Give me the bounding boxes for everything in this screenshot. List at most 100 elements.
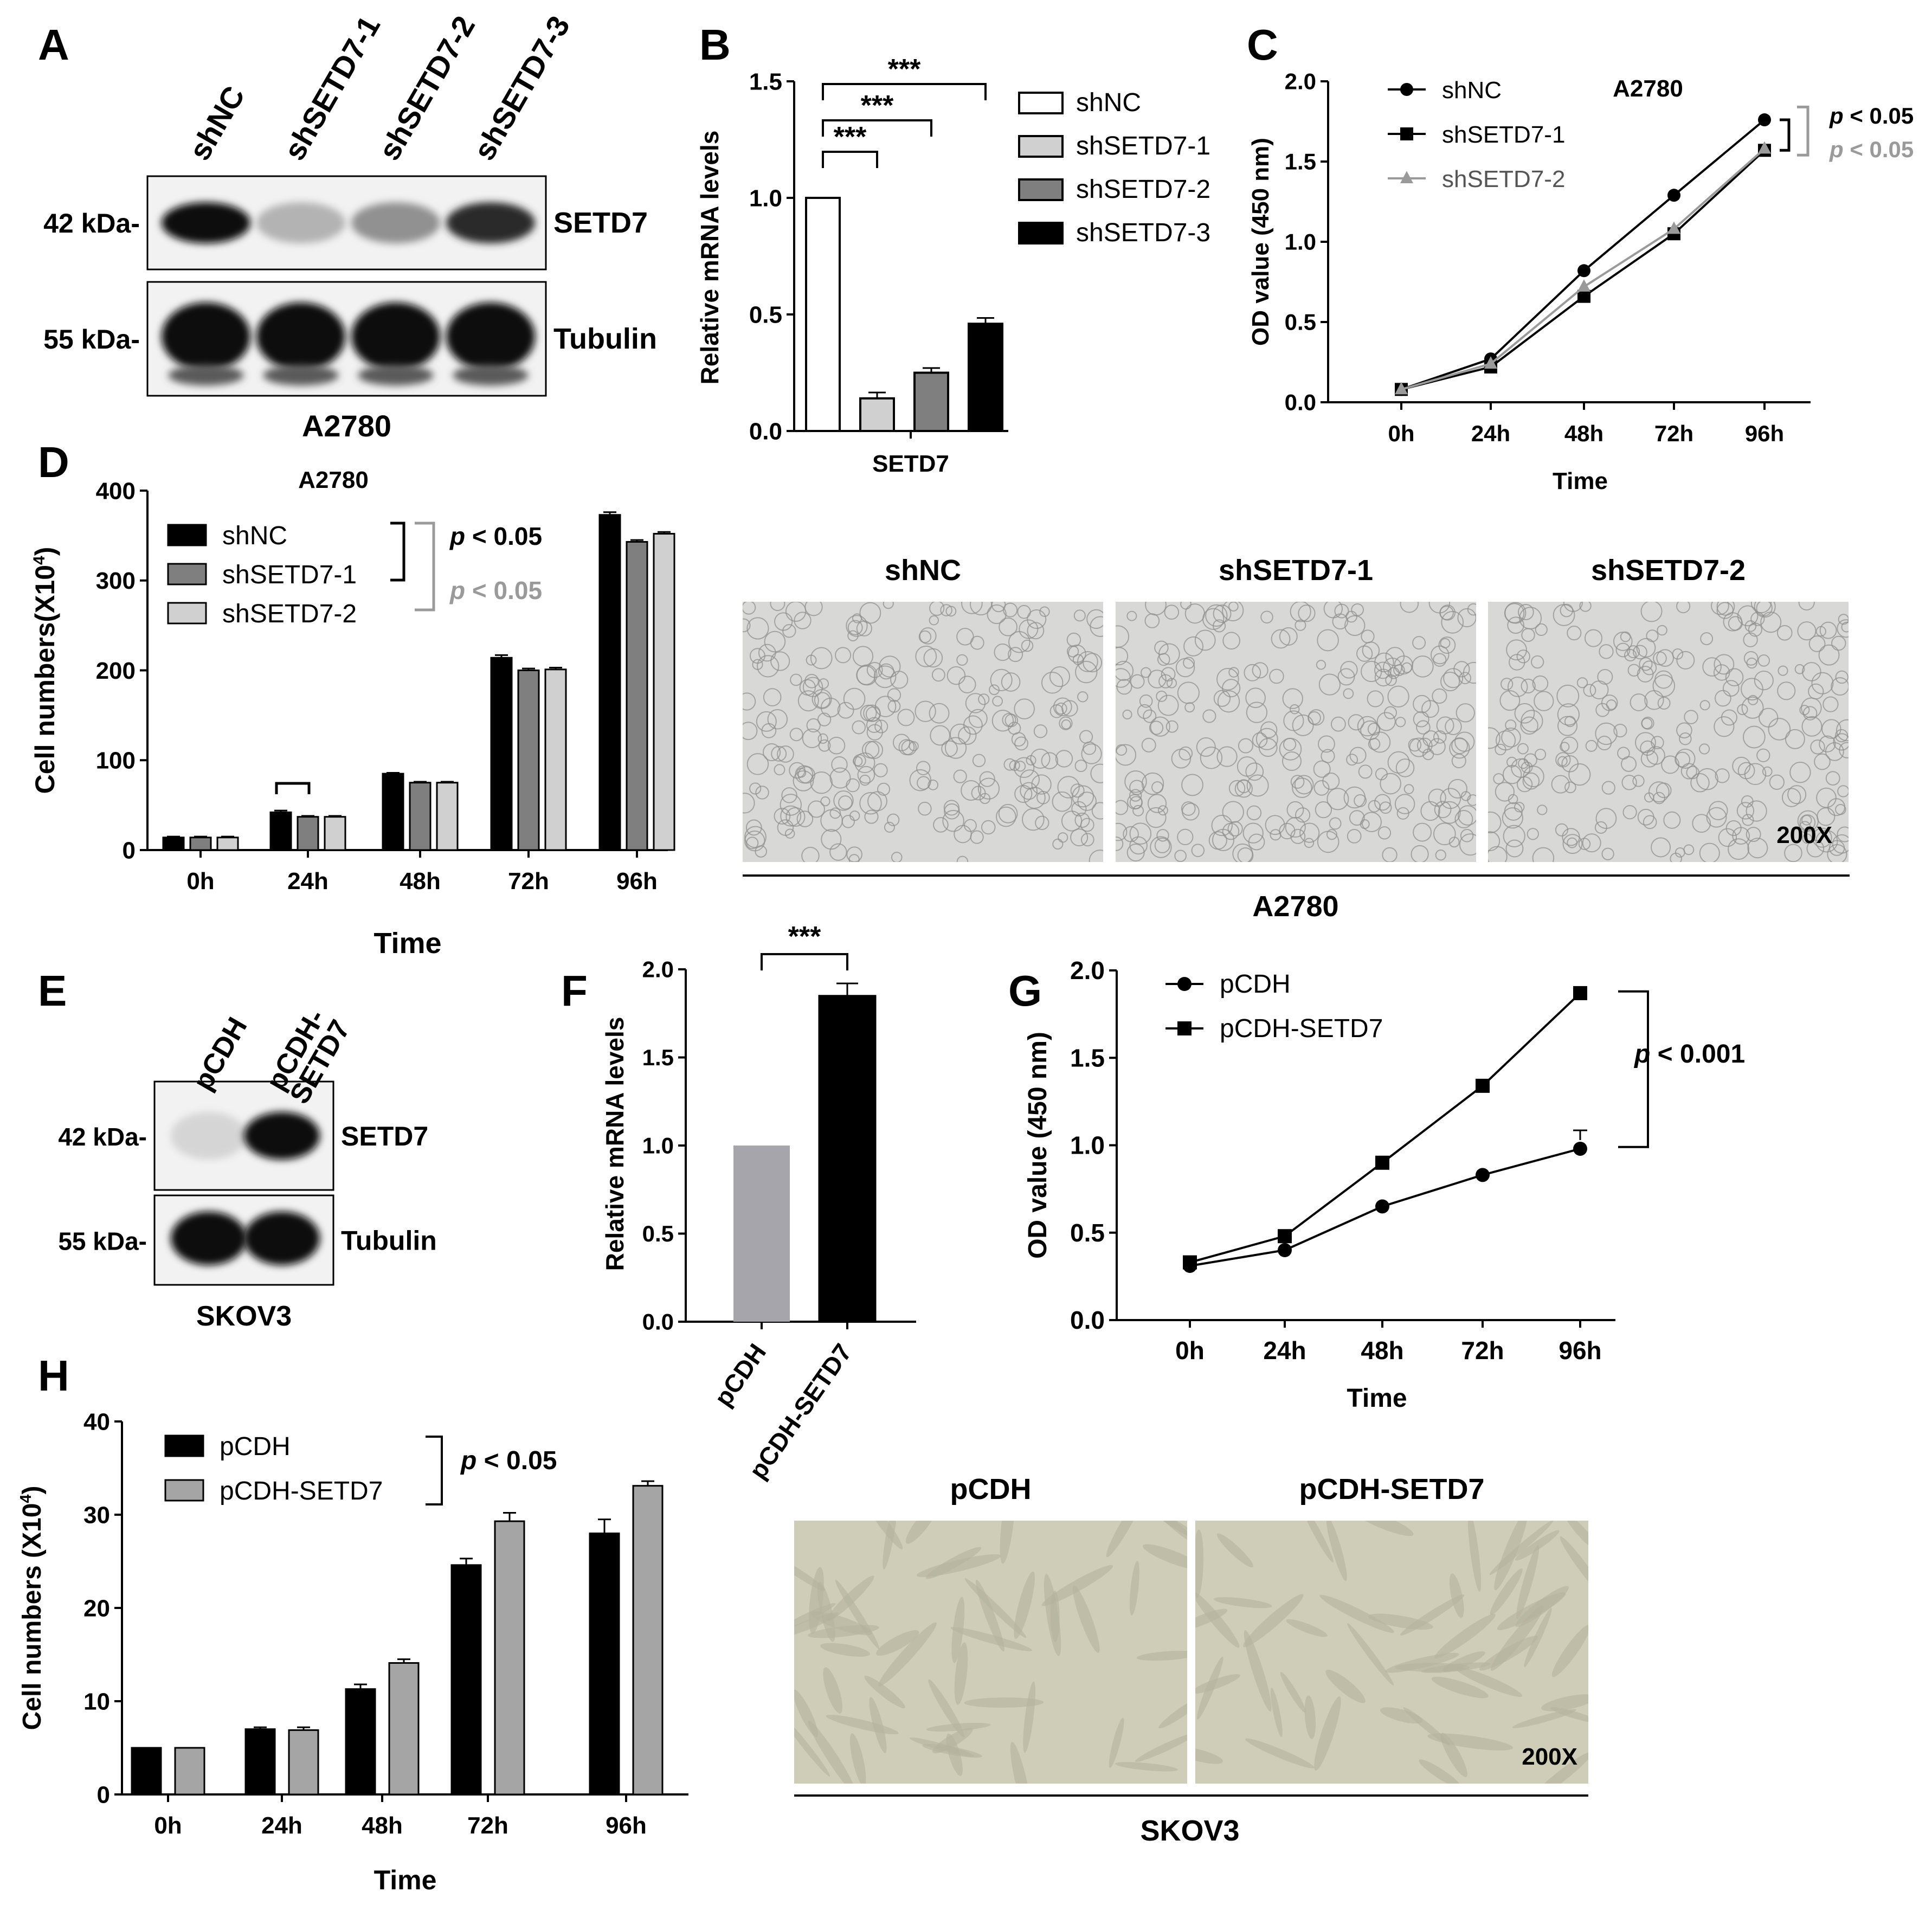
cell-outline	[1380, 773, 1401, 795]
y-axis: 0 100 200 300 400	[96, 478, 149, 864]
cell-outline	[1517, 743, 1529, 755]
cell-outline	[744, 826, 767, 848]
cell-outline	[1374, 652, 1394, 673]
cell-outline	[877, 782, 891, 796]
cell-outline	[1290, 602, 1311, 622]
data-point	[1395, 382, 1408, 395]
cell-outline	[1615, 642, 1631, 658]
cell-outline	[1086, 609, 1103, 629]
cell-outline	[884, 821, 895, 833]
cell-line-label: SKOV3	[1140, 1815, 1239, 1847]
cell-outline	[1451, 754, 1466, 769]
data-point	[1177, 1021, 1192, 1035]
cell-outline	[1014, 736, 1028, 751]
cell-outline	[1722, 680, 1740, 697]
cell-outline	[1039, 606, 1050, 617]
cell-outline	[1304, 838, 1315, 848]
cell-outline	[1506, 639, 1527, 661]
cell-outline	[1530, 655, 1544, 669]
cell-outline	[1769, 774, 1785, 790]
cell-outline	[1606, 699, 1617, 710]
cell-outline	[915, 645, 937, 667]
cell-outline	[1537, 805, 1548, 815]
cell-outline	[1202, 709, 1216, 723]
x-tick-label: 0h	[1175, 1336, 1205, 1365]
molecular-weight-label: 55 kDa-	[58, 1227, 147, 1256]
micrograph-label: pCDH-SETD7	[1299, 1473, 1484, 1505]
cell-outline	[1361, 812, 1382, 832]
cell-outline	[743, 793, 755, 814]
cell-outline	[970, 635, 984, 650]
cell-outline	[1715, 768, 1730, 783]
cell-outline	[979, 771, 995, 787]
cell-outline	[1367, 690, 1384, 707]
cell-outline	[1679, 732, 1692, 745]
chart-d: 0h 24h 48h 72h 96h Time Cell numbers(X104) A278…	[30, 467, 675, 960]
cell-outline	[807, 800, 825, 818]
bar	[450, 1564, 482, 1796]
cell-outline	[1089, 850, 1103, 862]
cell-outline	[1070, 783, 1085, 798]
cell-outline	[883, 602, 894, 609]
cell-outline	[1156, 690, 1168, 702]
cell-outline	[1212, 828, 1235, 851]
cell-outline	[1802, 833, 1813, 844]
cell-outline	[1304, 1695, 1316, 1739]
cell-outline	[846, 778, 860, 793]
cell-outline	[931, 668, 945, 682]
y-axis-label: Relative mRNA levels	[601, 1017, 629, 1271]
x-tick-label: 96h	[1559, 1336, 1601, 1365]
cell-outline	[1635, 732, 1656, 754]
cell-outline	[1622, 805, 1637, 820]
cell-outline	[1061, 700, 1078, 717]
cell-outline	[1620, 631, 1631, 642]
cell-outline	[1228, 780, 1246, 797]
data-point	[1577, 264, 1590, 278]
cell-outline	[1633, 645, 1647, 660]
cell-outline	[1387, 667, 1400, 679]
y-axis-label: Cell numbers (X104)	[17, 1486, 47, 1730]
cell-outline	[1576, 677, 1588, 689]
cell-outline	[1657, 697, 1671, 710]
cell-outline	[763, 743, 781, 762]
cell-outline	[780, 794, 802, 816]
cell-outline	[1244, 664, 1261, 681]
cell-outline	[761, 723, 777, 738]
protein-label: Tubulin	[553, 323, 657, 355]
cell-outline	[1361, 629, 1375, 644]
cell-outline	[756, 711, 777, 732]
y-tick-label: 0.5	[642, 1221, 674, 1246]
cell-outline	[1706, 807, 1727, 828]
cell-outline	[764, 630, 786, 653]
cell-outline	[1551, 775, 1570, 794]
lane-label-line: shSETD7-3	[467, 10, 576, 166]
cell-outline	[941, 740, 958, 757]
significance-label: ***	[788, 921, 821, 953]
y-axis: 0.0 0.5 1.0 1.5	[749, 68, 795, 445]
cell-outline	[890, 671, 909, 689]
cell-outline	[1358, 764, 1373, 779]
cell-outline	[1116, 647, 1129, 666]
cell-outline	[823, 1667, 843, 1714]
cell-outline	[847, 630, 859, 641]
cell-outline	[1205, 604, 1228, 627]
data-point	[1177, 977, 1192, 991]
cell-outline	[1059, 716, 1073, 730]
cell-outline	[1035, 815, 1049, 831]
cell-outline	[812, 689, 832, 710]
cell-outline	[1000, 1521, 1016, 1564]
cell-texture	[743, 602, 1103, 862]
cell-outline	[1435, 850, 1446, 861]
panel-letter: B	[699, 21, 731, 69]
cell-outline	[1181, 801, 1196, 816]
cell-outline	[1374, 794, 1391, 811]
cell-outline	[919, 627, 937, 645]
cell-outline	[915, 700, 936, 722]
bar	[269, 811, 292, 851]
cell-outline	[1136, 1651, 1187, 1661]
cell-outline	[1594, 821, 1607, 834]
bar	[216, 837, 239, 851]
micrograph-image	[1116, 602, 1476, 862]
cell-outline	[1420, 801, 1440, 821]
cell-outline	[1657, 625, 1667, 636]
